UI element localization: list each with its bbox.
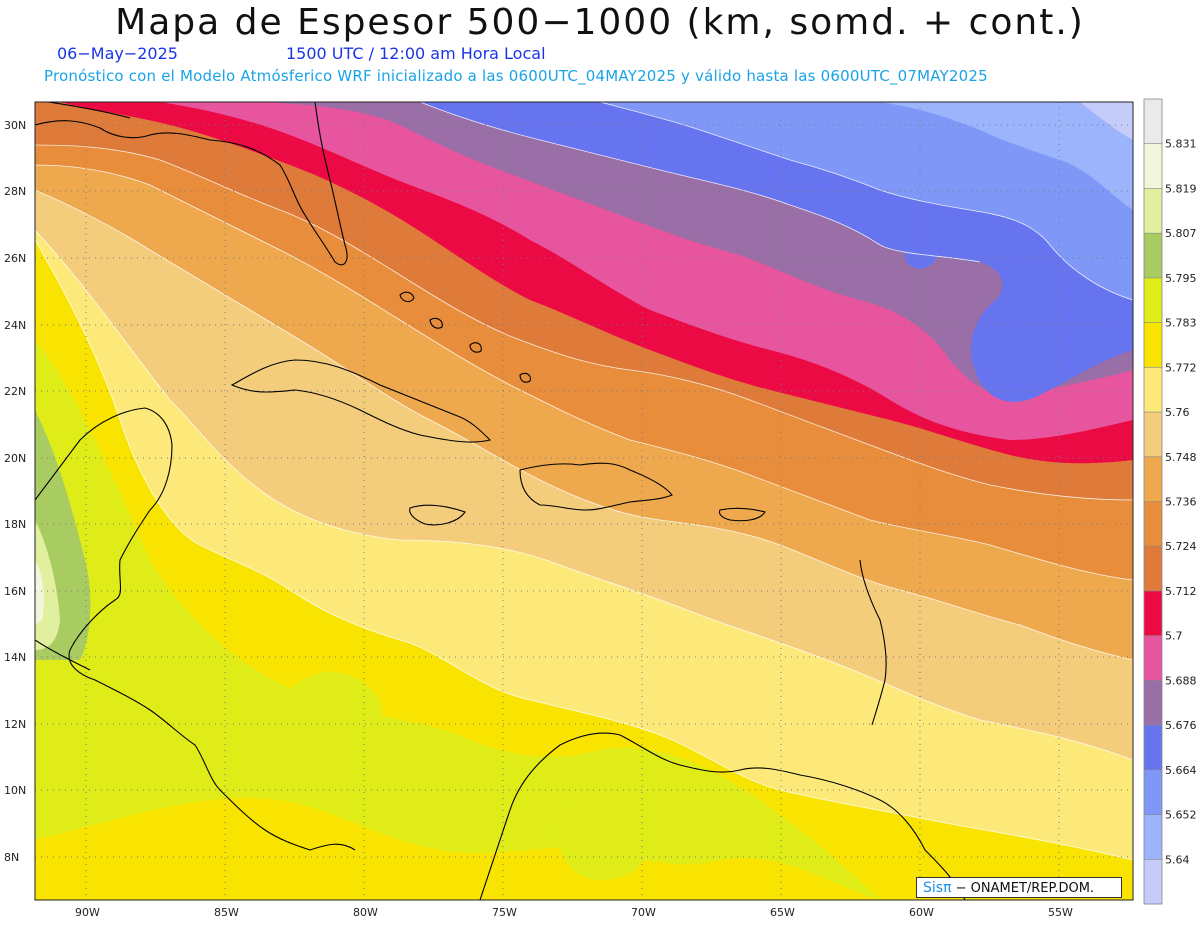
legend-label: 5.64: [1165, 853, 1190, 866]
lon-label: 80W: [353, 906, 378, 919]
credit-brand: Sisπ: [923, 880, 952, 896]
legend-label: 5.664: [1165, 764, 1197, 777]
legend-label: 5.7: [1165, 630, 1183, 643]
legend-swatch: [1144, 412, 1162, 458]
lon-label: 60W: [909, 906, 934, 919]
legend-swatch: [1144, 501, 1162, 547]
legend-swatch: [1144, 635, 1162, 681]
legend-swatch: [1144, 814, 1162, 860]
legend-swatch: [1144, 680, 1162, 726]
lat-label: 10N: [4, 784, 26, 797]
lat-label: 18N: [4, 518, 26, 531]
legend-label: 5.819: [1165, 182, 1197, 195]
legend-swatch: [1144, 233, 1162, 279]
lon-label: 70W: [631, 906, 656, 919]
legend-label: 5.724: [1165, 540, 1197, 553]
legend-swatch: [1144, 277, 1162, 324]
lat-label: 30N: [4, 119, 26, 132]
credit-box: Sisπ − ONAMET/REP.DOM.: [916, 877, 1122, 898]
band-5795-west: [35, 340, 880, 900]
legend-swatch: [1144, 143, 1162, 189]
lat-label: 12N: [4, 718, 26, 731]
band-5664: [600, 102, 1133, 300]
lat-label: 26N: [4, 252, 26, 265]
legend-label: 5.831: [1165, 138, 1197, 151]
lat-label: 16N: [4, 585, 26, 598]
green-patch-carib: [286, 671, 382, 752]
legend-label: 5.712: [1165, 585, 1197, 598]
legend-label: 5.736: [1165, 496, 1197, 509]
forecast-time: 1500 UTC / 12:00 am Hora Local: [286, 44, 546, 63]
legend-swatch: [1144, 322, 1162, 368]
band-5640: [1080, 102, 1133, 140]
legend-swatch: [1144, 769, 1162, 816]
map-frame: [34, 101, 1134, 901]
legend-swatch: [1144, 725, 1162, 771]
lon-label: 75W: [492, 906, 517, 919]
legend-label: 5.772: [1165, 361, 1197, 374]
legend-swatch: [1144, 546, 1162, 592]
legend-label: 5.652: [1165, 809, 1197, 822]
lon-label: 85W: [214, 906, 239, 919]
band-5795-south: [35, 798, 880, 900]
grid-lines: [35, 102, 1133, 900]
axis-labels: 30N 28N 26N 24N 22N 20N 18N 16N 14N 12N …: [4, 119, 1073, 919]
legend-swatch: [1144, 859, 1162, 905]
blue-patch-1: [905, 225, 941, 269]
legend-label: 5.676: [1165, 719, 1197, 732]
lon-label: 55W: [1048, 906, 1073, 919]
map-title: Mapa de Espesor 500−1000 (km, somd. + co…: [115, 2, 1085, 43]
band-5831: [35, 560, 44, 625]
lon-label: 90W: [75, 906, 100, 919]
blue-patch-2: [955, 231, 986, 263]
lat-label: 22N: [4, 385, 26, 398]
lat-label: 14N: [4, 651, 26, 664]
credit-org: − ONAMET/REP.DOM.: [955, 881, 1095, 896]
legend-swatch: [1144, 99, 1162, 145]
model-info: Pronóstico con el Modelo Atmósferico WRF…: [44, 67, 988, 85]
lat-label: 20N: [4, 452, 26, 465]
legend-label: 5.688: [1165, 674, 1197, 687]
band-5652: [880, 102, 1133, 210]
legend-label: 5.748: [1165, 451, 1197, 464]
coastlines: [35, 102, 966, 900]
lat-label: 8N: [4, 851, 19, 864]
legend-label: 5.76: [1165, 406, 1190, 419]
color-legend: 5.831 5.819 5.807 5.795 5.783 5.772 5.76 5.748 5…: [1143, 98, 1197, 905]
legend-swatch: [1144, 590, 1162, 637]
forecast-date: 06−May−2025: [57, 44, 178, 63]
legend-label: 5.795: [1165, 272, 1197, 285]
legend-swatch: [1144, 188, 1162, 234]
green-patch-venezuela: [557, 796, 653, 880]
legend-label: 5.807: [1165, 227, 1197, 240]
lon-label: 65W: [770, 906, 795, 919]
map-area: [35, 102, 1133, 900]
lat-label: 28N: [4, 185, 26, 198]
legend-swatch: [1144, 456, 1162, 502]
legend-swatch: [1144, 367, 1162, 413]
legend-label: 5.783: [1165, 317, 1197, 330]
lat-label: 24N: [4, 319, 26, 332]
contour-lines: [35, 102, 1133, 861]
